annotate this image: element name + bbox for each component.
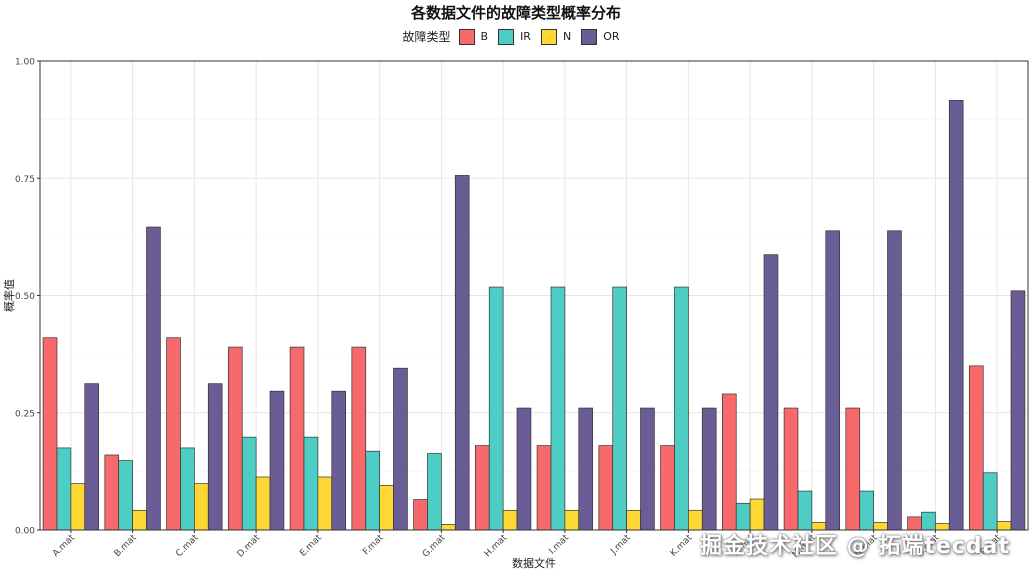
bar-n — [194, 483, 209, 531]
legend-label-n: N — [562, 30, 572, 43]
y-axis-title: 概率值 — [2, 279, 16, 312]
bar-ir — [56, 447, 72, 531]
legend-item-n: N — [540, 28, 572, 45]
bar-or — [948, 100, 964, 531]
legend-item-or: OR — [581, 28, 620, 45]
bar-ir — [365, 450, 380, 531]
bar-b — [721, 393, 737, 531]
x-tick-label: B.mat — [113, 533, 139, 559]
bar-b — [42, 337, 58, 531]
bar-ir — [797, 490, 813, 531]
bar-ir — [982, 472, 998, 531]
bar-or — [84, 383, 100, 531]
y-tick-label: 0.25 — [15, 409, 35, 419]
bar-b — [660, 445, 675, 531]
bar-ir — [674, 286, 689, 531]
x-tick-label: F.mat — [361, 533, 386, 558]
bar-ir — [241, 436, 257, 531]
bar-n — [564, 509, 580, 531]
bar-ir — [859, 490, 874, 531]
bar-b — [413, 499, 428, 531]
y-tick-label: 0.75 — [15, 175, 35, 185]
bar-n — [626, 509, 641, 531]
bar-ir — [180, 447, 195, 531]
bar-n — [70, 483, 86, 531]
legend: 故障类型 B IR N OR — [0, 28, 1032, 45]
legend-title: 故障类型 — [402, 30, 451, 44]
legend-item-ir: IR — [498, 28, 531, 45]
bar-n — [749, 498, 765, 531]
bar-n — [502, 509, 518, 531]
legend-swatch-n — [540, 28, 557, 45]
bar-b — [289, 346, 305, 531]
bar-or — [578, 407, 594, 531]
bar-or — [640, 407, 655, 531]
bar-ir — [118, 460, 133, 531]
x-tick-label: A.mat — [51, 533, 77, 559]
legend-swatch-or — [581, 28, 598, 45]
bar-or — [393, 367, 408, 531]
bar-b — [227, 346, 243, 531]
bar-or — [454, 175, 470, 531]
legend-swatch-b — [458, 28, 475, 45]
bar-ir — [303, 436, 319, 531]
x-tick-label: J.mat — [608, 533, 633, 558]
bar-or — [516, 407, 532, 531]
bar-ir — [612, 286, 627, 531]
bar-or — [887, 230, 902, 531]
bar-b — [783, 407, 799, 531]
bar-n — [379, 485, 394, 531]
legend-item-b: B — [458, 28, 489, 45]
bar-or — [269, 390, 285, 531]
x-tick-label: K.mat — [669, 533, 695, 559]
bar-or — [146, 226, 161, 531]
bar-n — [441, 524, 456, 531]
bar-n — [255, 476, 271, 531]
x-tick-label: D.mat — [236, 533, 263, 560]
bar-b — [598, 445, 614, 531]
legend-swatch-ir — [498, 28, 515, 45]
bar-b — [845, 407, 861, 531]
legend-label-ir: IR — [520, 30, 531, 43]
bar-b — [166, 337, 181, 531]
bar-ir — [427, 453, 442, 531]
bar-n — [317, 476, 333, 531]
bar-b — [104, 454, 120, 531]
bar-ir — [735, 502, 751, 531]
bar-or — [701, 407, 717, 531]
x-tick-label: H.mat — [483, 533, 510, 560]
x-tick-label: E.mat — [298, 533, 324, 559]
chart-title: 各数据文件的故障类型概率分布 — [410, 4, 621, 22]
y-tick-label: 1.00 — [15, 58, 35, 68]
bar-b — [351, 346, 367, 531]
bar-b — [474, 445, 490, 531]
legend-label-b: B — [480, 30, 489, 43]
bar-or — [331, 390, 347, 531]
bar-b — [536, 445, 552, 531]
x-tick-label: I.mat — [547, 533, 571, 557]
bar-n — [132, 509, 147, 531]
legend-label-or: OR — [603, 30, 620, 43]
y-tick-label: 0.00 — [15, 527, 35, 537]
y-tick-label: 0.50 — [15, 292, 35, 302]
watermark: 掘金技术社区 @ 拓端tecdat — [700, 534, 1010, 559]
x-axis-title: 数据文件 — [512, 556, 556, 570]
bar-or — [1010, 290, 1026, 531]
bar-b — [968, 365, 984, 531]
x-tick-label: C.mat — [174, 533, 200, 559]
bar-or — [207, 383, 223, 531]
bar-ir — [550, 286, 566, 531]
bar-or — [825, 230, 841, 531]
bar-or — [763, 254, 779, 531]
bar-ir — [488, 286, 504, 531]
x-tick-label: G.mat — [421, 533, 448, 560]
